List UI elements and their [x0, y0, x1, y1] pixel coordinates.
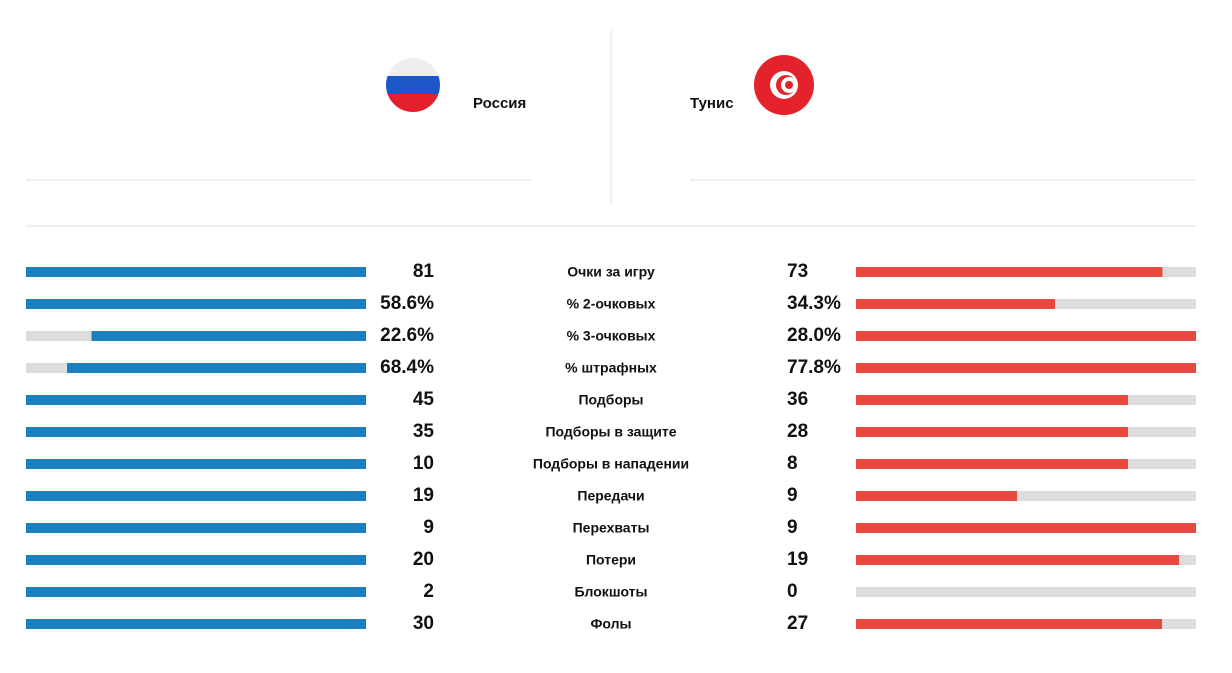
away-value: 36: [787, 389, 808, 410]
stat-label: Блокшоты: [574, 584, 647, 600]
flag-tunisia: [754, 55, 814, 115]
stat-label: % 3-очковых: [567, 328, 656, 344]
away-value: 9: [787, 517, 798, 538]
home-bar: [67, 363, 367, 373]
away-bar: [856, 459, 1128, 469]
away-bar: [856, 331, 1196, 341]
away-bar: [856, 427, 1128, 437]
home-value: 45: [413, 389, 435, 410]
away-value: 34.3%: [787, 293, 841, 314]
away-value: 9: [787, 485, 798, 506]
stat-label: % штрафных: [565, 360, 657, 376]
home-value: 81: [413, 261, 435, 282]
away-value: 28.0%: [787, 325, 841, 346]
home-value: 68.4%: [380, 357, 434, 378]
away-value: 27: [787, 613, 808, 634]
away-bar: [856, 267, 1163, 277]
stat-label: Фолы: [590, 616, 631, 632]
home-value: 35: [413, 421, 435, 442]
team-name: Тунис: [690, 95, 734, 112]
away-value: 19: [787, 549, 808, 570]
home-bar: [91, 331, 367, 341]
home-bar: [26, 619, 366, 629]
home-bar: [26, 587, 366, 597]
away-bar: [856, 523, 1196, 533]
away-bar: [856, 619, 1162, 629]
home-value: 2: [423, 581, 434, 602]
home-value: 30: [413, 613, 434, 634]
stat-label: Потери: [586, 552, 636, 568]
stat-label: % 2-очковых: [567, 296, 656, 312]
home-bar: [26, 491, 366, 501]
home-value: 10: [413, 453, 434, 474]
home-bar: [26, 555, 366, 565]
home-value: 22.6%: [380, 325, 434, 346]
home-bar: [26, 395, 366, 405]
home-bar: [26, 299, 366, 309]
away-bar: [856, 555, 1179, 565]
home-value: 20: [413, 549, 434, 570]
away-value: 28: [787, 421, 808, 442]
home-value: 19: [413, 485, 434, 506]
stat-label: Подборы в нападении: [533, 456, 689, 472]
home-bar: [26, 459, 366, 469]
stat-label: Передачи: [577, 488, 644, 504]
home-bar: [26, 523, 366, 533]
home-value: 9: [423, 517, 434, 538]
home-bar: [26, 427, 366, 437]
away-value: 73: [787, 261, 808, 282]
stat-label: Подборы: [578, 392, 643, 408]
bar-track: [856, 491, 1196, 501]
stat-label: Перехваты: [573, 520, 650, 536]
bar-track: [856, 587, 1196, 597]
team-name: Россия: [473, 95, 526, 112]
home-value: 58.6%: [380, 293, 434, 314]
away-value: 0: [787, 581, 798, 602]
stat-label: Очки за игру: [567, 264, 655, 280]
away-bar: [856, 395, 1128, 405]
away-bar: [856, 363, 1196, 373]
away-value: 77.8%: [787, 357, 841, 378]
stat-label: Подборы в защите: [545, 424, 676, 440]
flag-russia: [386, 58, 440, 112]
home-bar: [26, 267, 366, 277]
away-value: 8: [787, 453, 798, 474]
away-bar: [856, 299, 1056, 309]
away-bar: [856, 491, 1018, 501]
